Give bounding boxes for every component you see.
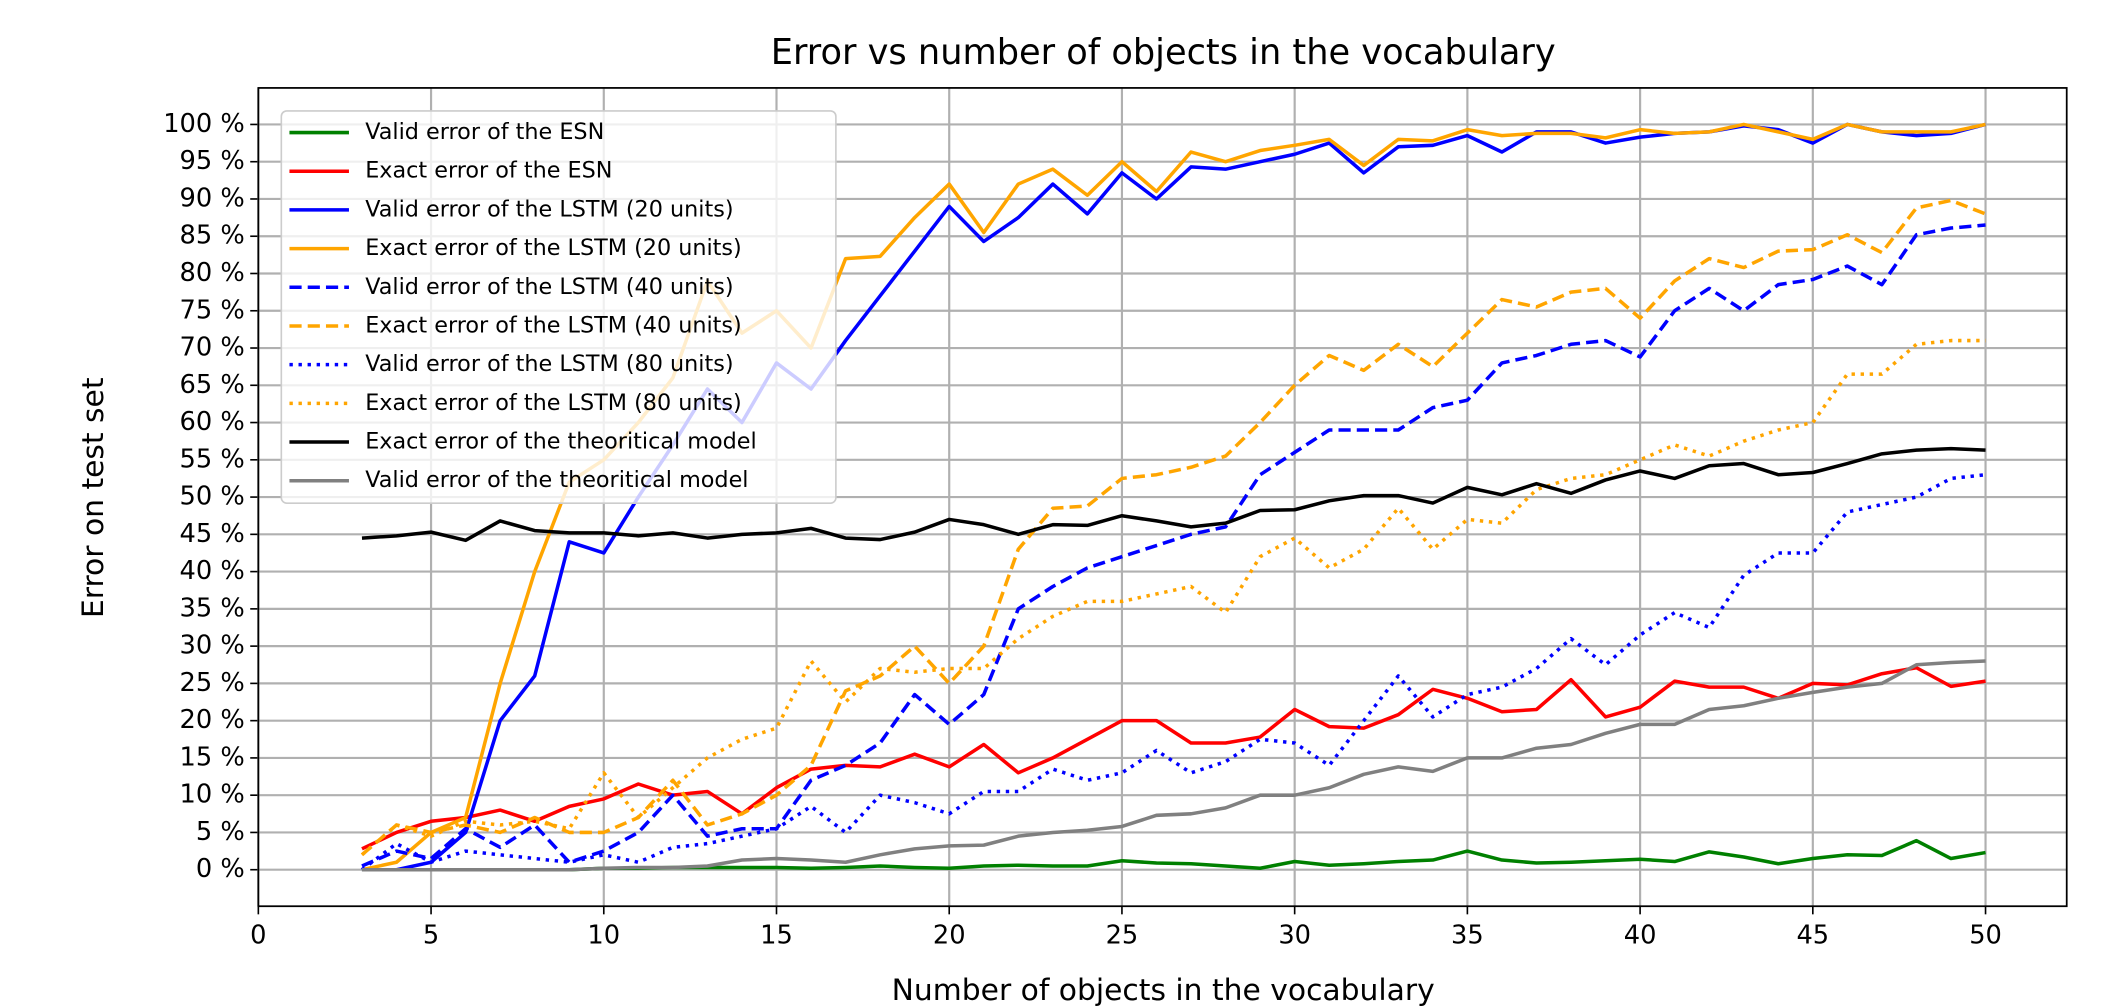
x-tick-label: 20: [933, 920, 966, 950]
plot-frame: [257, 87, 2068, 908]
legend-label: Exact error of the LSTM (80 units): [365, 390, 742, 416]
x-tick-label: 5: [423, 920, 439, 950]
y-tick-label: 30 %: [180, 631, 245, 661]
legend-label: Exact error of the LSTM (20 units): [365, 235, 742, 261]
y-axis-label: Error on test set: [76, 377, 111, 618]
x-tick-label: 15: [760, 920, 793, 950]
legend-label: Exact error of the LSTM (40 units): [365, 312, 742, 338]
x-tick-label: 25: [1106, 920, 1139, 950]
y-tick-label: 90 %: [180, 183, 245, 213]
y-tick-label: 35 %: [180, 593, 245, 623]
y-tick-label: 70 %: [180, 333, 245, 363]
legend-label: Valid error of the ESN: [365, 119, 604, 145]
y-tick-label: 85 %: [180, 221, 245, 251]
x-tick-label: 50: [1969, 920, 2002, 950]
legend: Valid error of the ESN Exact error of the…: [280, 110, 837, 504]
series-line: [361, 223, 1986, 868]
chart-title: Error vs number of objects in the vocabu…: [771, 32, 1556, 73]
y-tick-label: 25 %: [180, 668, 245, 698]
y-tick-label: 95 %: [180, 146, 245, 176]
legend-label: Exact error of the theoritical model: [365, 429, 757, 455]
x-tick-label: 35: [1451, 920, 1484, 950]
legend-box: [280, 110, 837, 504]
y-tick-label: 60 %: [180, 407, 245, 437]
y-tick-label: 80 %: [180, 258, 245, 288]
legend-label: Exact error of the ESN: [365, 158, 612, 184]
legend-label: Valid error of the LSTM (40 units): [365, 274, 733, 300]
series-line: [361, 659, 1986, 872]
legend-label: Valid error of the LSTM (20 units): [365, 196, 733, 222]
series-line: [360, 198, 1987, 857]
y-tick-label: 65 %: [180, 370, 245, 400]
series-line: [361, 665, 1986, 851]
y-tick-label: 40 %: [180, 556, 245, 586]
x-tick-label: 40: [1624, 920, 1657, 950]
x-axis-label: Number of objects in the vocabulary: [892, 973, 1435, 1007]
x-tick-label: 0: [250, 920, 266, 950]
y-tick-label: 75 %: [180, 295, 245, 325]
series-line: [361, 838, 1986, 872]
y-tick-label: 0 %: [196, 854, 245, 884]
y-tick-label: 100 %: [163, 109, 245, 139]
y-tick-label: 50 %: [180, 482, 245, 512]
y-tick-label: 5 %: [196, 817, 245, 847]
y-tick-label: 10 %: [180, 780, 245, 810]
y-tick-label: 45 %: [180, 519, 245, 549]
series-line: [361, 446, 1986, 543]
x-tick-label: 10: [587, 920, 620, 950]
series-line: [360, 338, 1986, 857]
x-tick-label: 30: [1278, 920, 1311, 950]
legend-label: Valid error of the LSTM (80 units): [365, 351, 733, 377]
legend-label: Valid error of the theoritical model: [365, 467, 748, 493]
x-tick-label: 45: [1796, 920, 1829, 950]
y-tick-label: 20 %: [180, 705, 245, 735]
y-tick-label: 55 %: [180, 444, 245, 474]
y-tick-label: 15 %: [180, 742, 245, 772]
